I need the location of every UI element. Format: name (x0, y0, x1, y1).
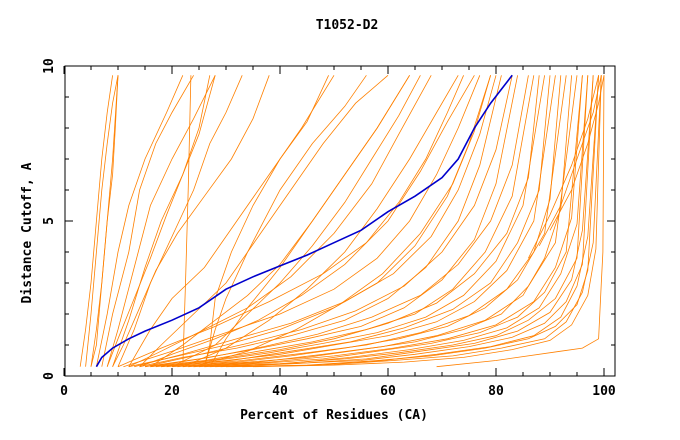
series-line (139, 75, 502, 368)
series-line (139, 75, 475, 368)
x-tick-label: 60 (380, 384, 396, 399)
series-line (188, 75, 572, 368)
series-line (90, 75, 119, 367)
series-line (112, 75, 211, 367)
series-line (538, 75, 602, 246)
y-tick-label: 5 (42, 217, 57, 225)
x-tick-label: 80 (488, 384, 504, 399)
series-line (252, 75, 602, 368)
series-line (182, 75, 578, 368)
series-line (171, 75, 421, 368)
series-line (166, 75, 551, 368)
series-line (182, 75, 192, 367)
series-line (161, 75, 540, 368)
series-line (106, 75, 216, 367)
x-axis-label: Percent of Residues (CA) (240, 408, 428, 423)
y-tick-label: 10 (42, 58, 57, 74)
series-line (215, 75, 594, 368)
series-line (209, 75, 589, 368)
series-line (117, 75, 243, 367)
chart-title: T1052-D2 (316, 18, 379, 33)
series-line (193, 75, 491, 368)
series-line (128, 75, 335, 367)
series-line (155, 75, 545, 368)
series-line (220, 75, 594, 368)
series-line (436, 75, 605, 368)
series-line (106, 75, 216, 367)
series-layer (79, 74, 605, 368)
series-line (225, 75, 599, 368)
series-line (128, 75, 432, 368)
series-line (101, 75, 194, 367)
series-line (144, 75, 513, 368)
series-line (112, 75, 270, 367)
series-line (85, 75, 119, 367)
x-tick-label: 20 (164, 384, 180, 399)
series-line (150, 75, 410, 368)
x-tick-label: 0 (60, 384, 68, 399)
series-line (549, 75, 605, 231)
series-line (177, 75, 562, 368)
x-tick-label: 100 (592, 384, 616, 399)
series-line (231, 75, 599, 368)
series-line (128, 75, 491, 368)
series-line (182, 75, 459, 368)
tick-layer: 0 20 40 60 80 100 0 5 10 (42, 58, 616, 399)
series-line (139, 74, 389, 367)
series-line (204, 75, 329, 367)
series-line (134, 75, 497, 368)
series-line (171, 75, 567, 368)
series-line (204, 75, 589, 368)
series-line (209, 75, 410, 367)
series-line (242, 75, 602, 368)
series-line (161, 75, 556, 368)
x-tick-label: 40 (272, 384, 288, 399)
y-axis-label: Distance Cutoff, A (20, 162, 35, 303)
series-line (198, 75, 583, 368)
series-line (204, 75, 367, 367)
series-line (96, 75, 184, 367)
series-line (193, 75, 583, 368)
series-line (90, 75, 119, 367)
series-line (528, 75, 599, 259)
series-line (117, 75, 464, 368)
highlight-series-line (95, 74, 513, 368)
y-tick-label: 0 (42, 372, 57, 380)
series-line (79, 75, 113, 367)
series-line (123, 75, 481, 368)
series-line (150, 75, 529, 368)
